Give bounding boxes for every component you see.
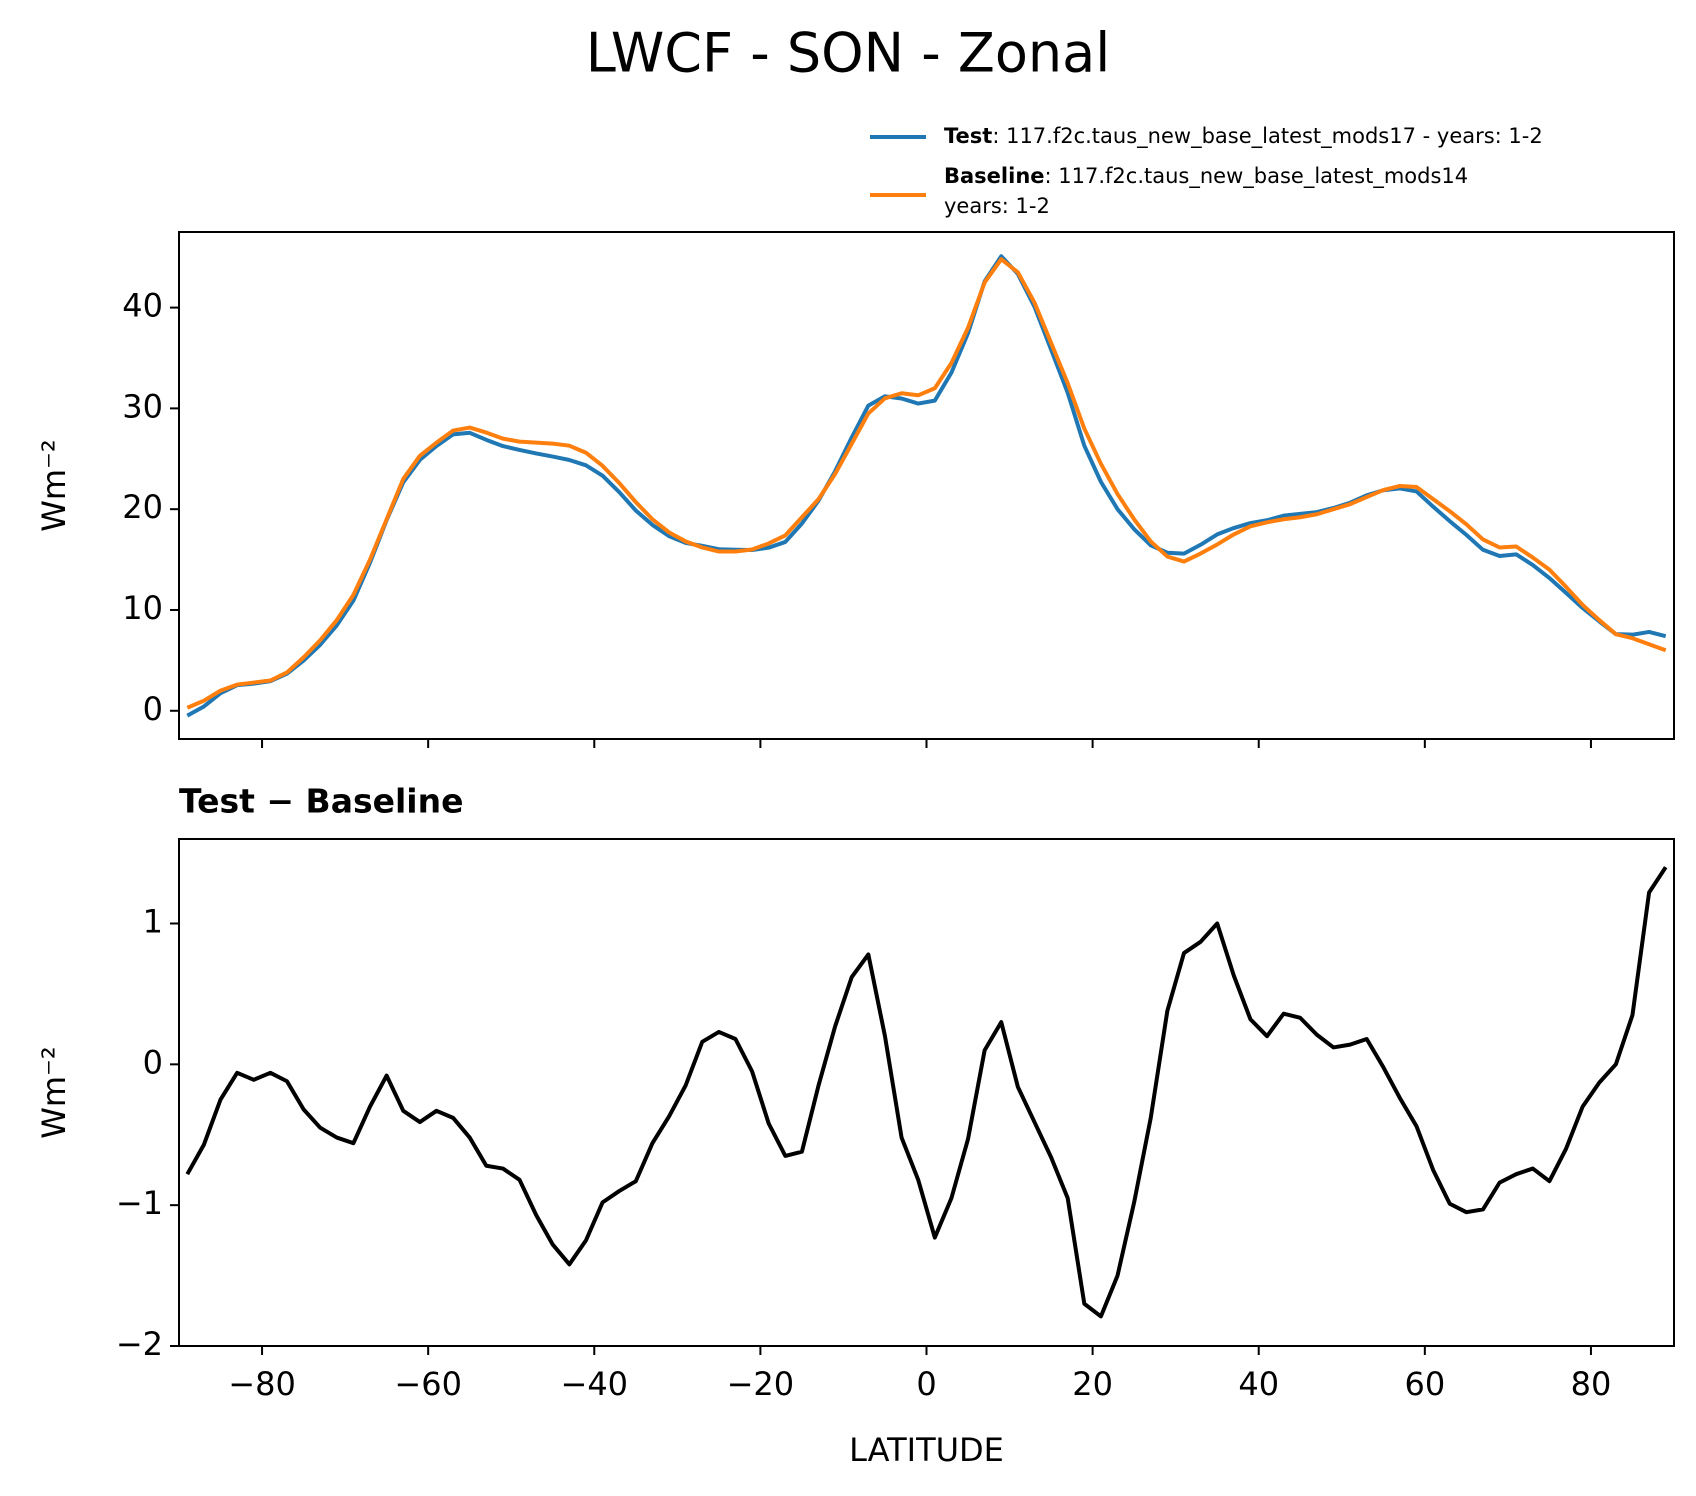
y-axis-label: Wm⁻² (35, 1046, 73, 1139)
x-tick-label: 40 (1238, 1365, 1279, 1403)
data-line (186, 254, 1667, 718)
x-tick-label: 60 (1404, 1365, 1445, 1403)
legend-description: years: 1-2 (944, 194, 1050, 218)
x-tick-label: −60 (394, 1365, 462, 1403)
x-tick-label: 0 (916, 1365, 936, 1403)
y-tick-label: 40 (122, 287, 163, 325)
x-tick-label: −80 (228, 1365, 296, 1403)
x-tick-label: 80 (1571, 1365, 1612, 1403)
x-tick-label: −40 (561, 1365, 629, 1403)
legend-name: Baseline (944, 164, 1045, 188)
x-tick-label: 20 (1072, 1365, 1113, 1403)
data-line (185, 866, 1668, 1319)
legend-entry: Test: 117.f2c.taus_new_base_latest_mods1… (944, 124, 1543, 149)
chart-title: LWCF - SON - Zonal (586, 22, 1110, 85)
x-tick-label: −20 (727, 1365, 795, 1403)
y-tick-label: 30 (122, 387, 163, 425)
data-line (186, 257, 1667, 710)
legend-description: : 117.f2c.taus_new_base_latest_mods17 - … (992, 124, 1542, 149)
legend-name: Test (944, 124, 992, 148)
legend-description: : 117.f2c.taus_new_base_latest_mods14 (1045, 164, 1469, 189)
y-tick-label: 0 (143, 1043, 163, 1081)
x-axis-label: LATITUDE (849, 1431, 1004, 1469)
y-tick-label: 10 (122, 589, 163, 627)
panel-title: Test − Baseline (179, 782, 464, 821)
y-tick-label: 20 (122, 488, 163, 526)
axes-frame (178, 231, 1675, 740)
y-tick-label: −2 (116, 1325, 163, 1363)
legend-entry: Baseline: 117.f2c.taus_new_base_latest_m… (944, 164, 1468, 189)
y-tick-label: 0 (143, 690, 163, 728)
y-tick-label: −1 (116, 1184, 163, 1222)
axes-frame (178, 838, 1675, 1347)
y-axis-label: Wm⁻² (35, 439, 73, 532)
y-tick-label: 1 (143, 903, 163, 941)
